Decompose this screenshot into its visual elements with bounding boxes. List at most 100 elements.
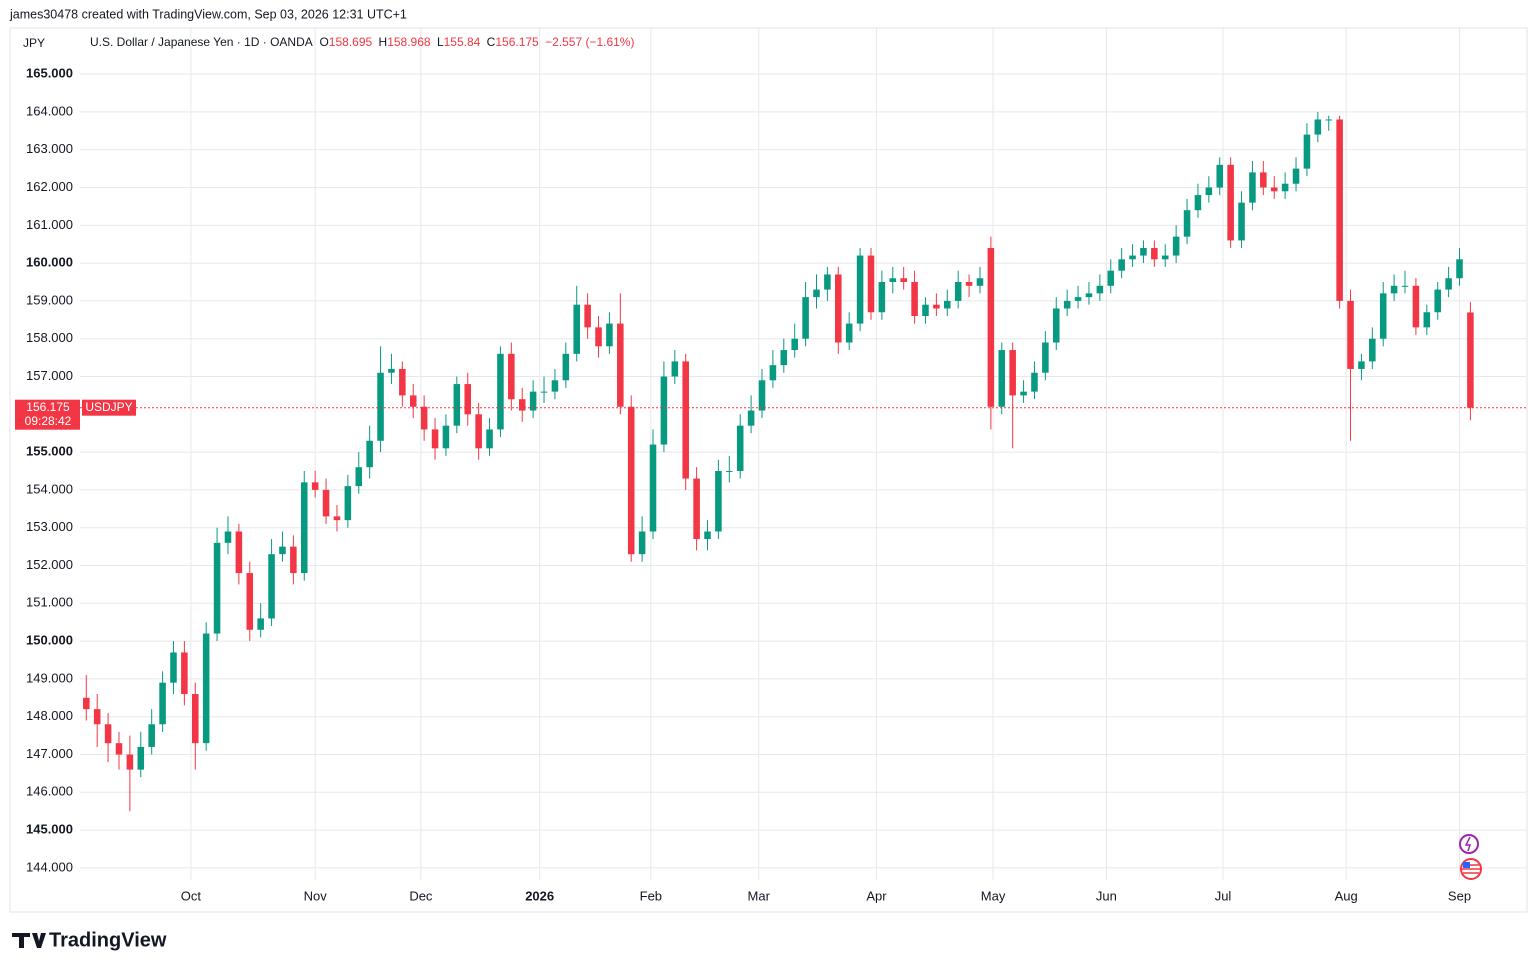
y-tick-label: 159.000 bbox=[26, 292, 73, 307]
ohlc-letter: C bbox=[487, 35, 496, 49]
alert-icon-bolt bbox=[1464, 836, 1472, 852]
candle-body bbox=[235, 531, 243, 574]
candle-body bbox=[747, 410, 755, 426]
candle-body bbox=[856, 255, 864, 324]
candle-body bbox=[388, 368, 395, 373]
y-tick-label: 153.000 bbox=[26, 519, 73, 534]
y-tick-label: 158.000 bbox=[26, 330, 73, 345]
candle-body bbox=[1031, 372, 1038, 392]
candle-body bbox=[693, 478, 700, 540]
x-tick-label: Apr bbox=[866, 888, 887, 903]
candles bbox=[83, 111, 1474, 812]
candle-body bbox=[758, 380, 766, 411]
y-tick-label: 149.000 bbox=[26, 670, 73, 685]
x-tick-label: Jun bbox=[1096, 888, 1117, 903]
candle-body bbox=[627, 406, 635, 555]
candle-body bbox=[704, 531, 711, 540]
candle-body bbox=[889, 278, 897, 283]
x-tick-label: Oct bbox=[181, 888, 202, 903]
candle-body bbox=[344, 486, 352, 521]
candle-body bbox=[900, 278, 907, 283]
candle-body bbox=[290, 546, 297, 574]
candle-body bbox=[1434, 289, 1441, 313]
candle-body bbox=[1074, 297, 1082, 301]
candle-body bbox=[617, 323, 624, 407]
candle-body bbox=[551, 380, 559, 392]
candle-body bbox=[257, 618, 264, 630]
candle-body bbox=[192, 694, 199, 744]
legend-line: U.S. Dollar / Japanese Yen · 1D · OANDA … bbox=[90, 35, 634, 49]
candle-body bbox=[529, 391, 537, 411]
candle-body bbox=[1052, 308, 1060, 343]
change-label: −2.557 (−1.61%) bbox=[545, 35, 634, 49]
y-tick-label: 162.000 bbox=[26, 179, 73, 194]
candle-body bbox=[1292, 168, 1300, 184]
candle-body bbox=[736, 425, 744, 472]
candle-body bbox=[104, 724, 112, 744]
candle-body bbox=[1063, 300, 1071, 309]
ohlc-value: 158.695 bbox=[329, 35, 373, 49]
y-tick-label: 146.000 bbox=[26, 784, 73, 799]
x-tick-label: Sep bbox=[1448, 888, 1471, 903]
chart-title: U.S. Dollar / Japanese Yen · 1D · OANDA bbox=[90, 35, 313, 49]
candle-body bbox=[355, 467, 363, 487]
candle-body bbox=[1412, 285, 1420, 328]
candle-body bbox=[1281, 183, 1289, 192]
candle-body bbox=[638, 531, 646, 555]
y-tick-label: 148.000 bbox=[26, 708, 73, 723]
candle-body bbox=[824, 274, 831, 290]
candle-body bbox=[497, 353, 504, 430]
candle-body bbox=[987, 247, 995, 407]
y-tick-label: 151.000 bbox=[26, 595, 73, 610]
alert-icon[interactable] bbox=[1459, 834, 1479, 854]
candle-body bbox=[170, 652, 177, 683]
countdown-label: 09:28:42 bbox=[25, 414, 72, 428]
candle-body bbox=[1379, 293, 1387, 339]
candle-body bbox=[366, 440, 373, 468]
candle-body bbox=[1020, 391, 1027, 396]
ohlc-letter: L bbox=[437, 35, 444, 49]
y-tick-label: 145.000 bbox=[26, 822, 73, 837]
candle-body bbox=[1227, 164, 1234, 241]
candle-body bbox=[1369, 338, 1376, 362]
candle-body bbox=[475, 414, 482, 449]
candle-body bbox=[322, 489, 330, 517]
ohlc-letter: H bbox=[379, 35, 388, 49]
x-tick-label: Feb bbox=[640, 888, 662, 903]
candle-body bbox=[1205, 187, 1213, 196]
candle-body bbox=[420, 406, 428, 430]
candle-body bbox=[279, 546, 286, 555]
y-tick-label: 144.000 bbox=[26, 859, 73, 874]
candle-body bbox=[453, 384, 461, 426]
candle-body bbox=[1238, 202, 1245, 241]
x-tick-label: Aug bbox=[1335, 888, 1358, 903]
candle-body bbox=[595, 327, 602, 347]
ohlc-value: 155.84 bbox=[444, 35, 481, 49]
candle-body bbox=[224, 531, 232, 543]
candle-body bbox=[1172, 236, 1180, 256]
flag-canton bbox=[1463, 862, 1470, 868]
candle-body bbox=[115, 743, 123, 755]
y-tick-label: 157.000 bbox=[26, 368, 73, 383]
candle-body bbox=[1401, 285, 1409, 287]
y-tick-label: 147.000 bbox=[26, 746, 73, 761]
candle-body bbox=[126, 754, 134, 770]
candle-body bbox=[802, 297, 809, 339]
candle-body bbox=[944, 300, 951, 309]
candle-body bbox=[1445, 278, 1452, 290]
candle-body bbox=[1151, 247, 1158, 260]
candle-body bbox=[1325, 119, 1332, 121]
candle-body bbox=[1467, 312, 1474, 408]
last-price-box bbox=[15, 399, 80, 430]
candle-body bbox=[867, 255, 875, 313]
x-tick-label: Mar bbox=[748, 888, 771, 903]
candle-body bbox=[1303, 134, 1311, 169]
x-tick-label: Nov bbox=[304, 888, 328, 903]
ticker-box bbox=[82, 399, 136, 416]
candle-body bbox=[1390, 285, 1398, 294]
candle-body bbox=[1347, 300, 1354, 369]
x-tick-label: Jul bbox=[1215, 888, 1232, 903]
candle-body bbox=[660, 376, 668, 445]
